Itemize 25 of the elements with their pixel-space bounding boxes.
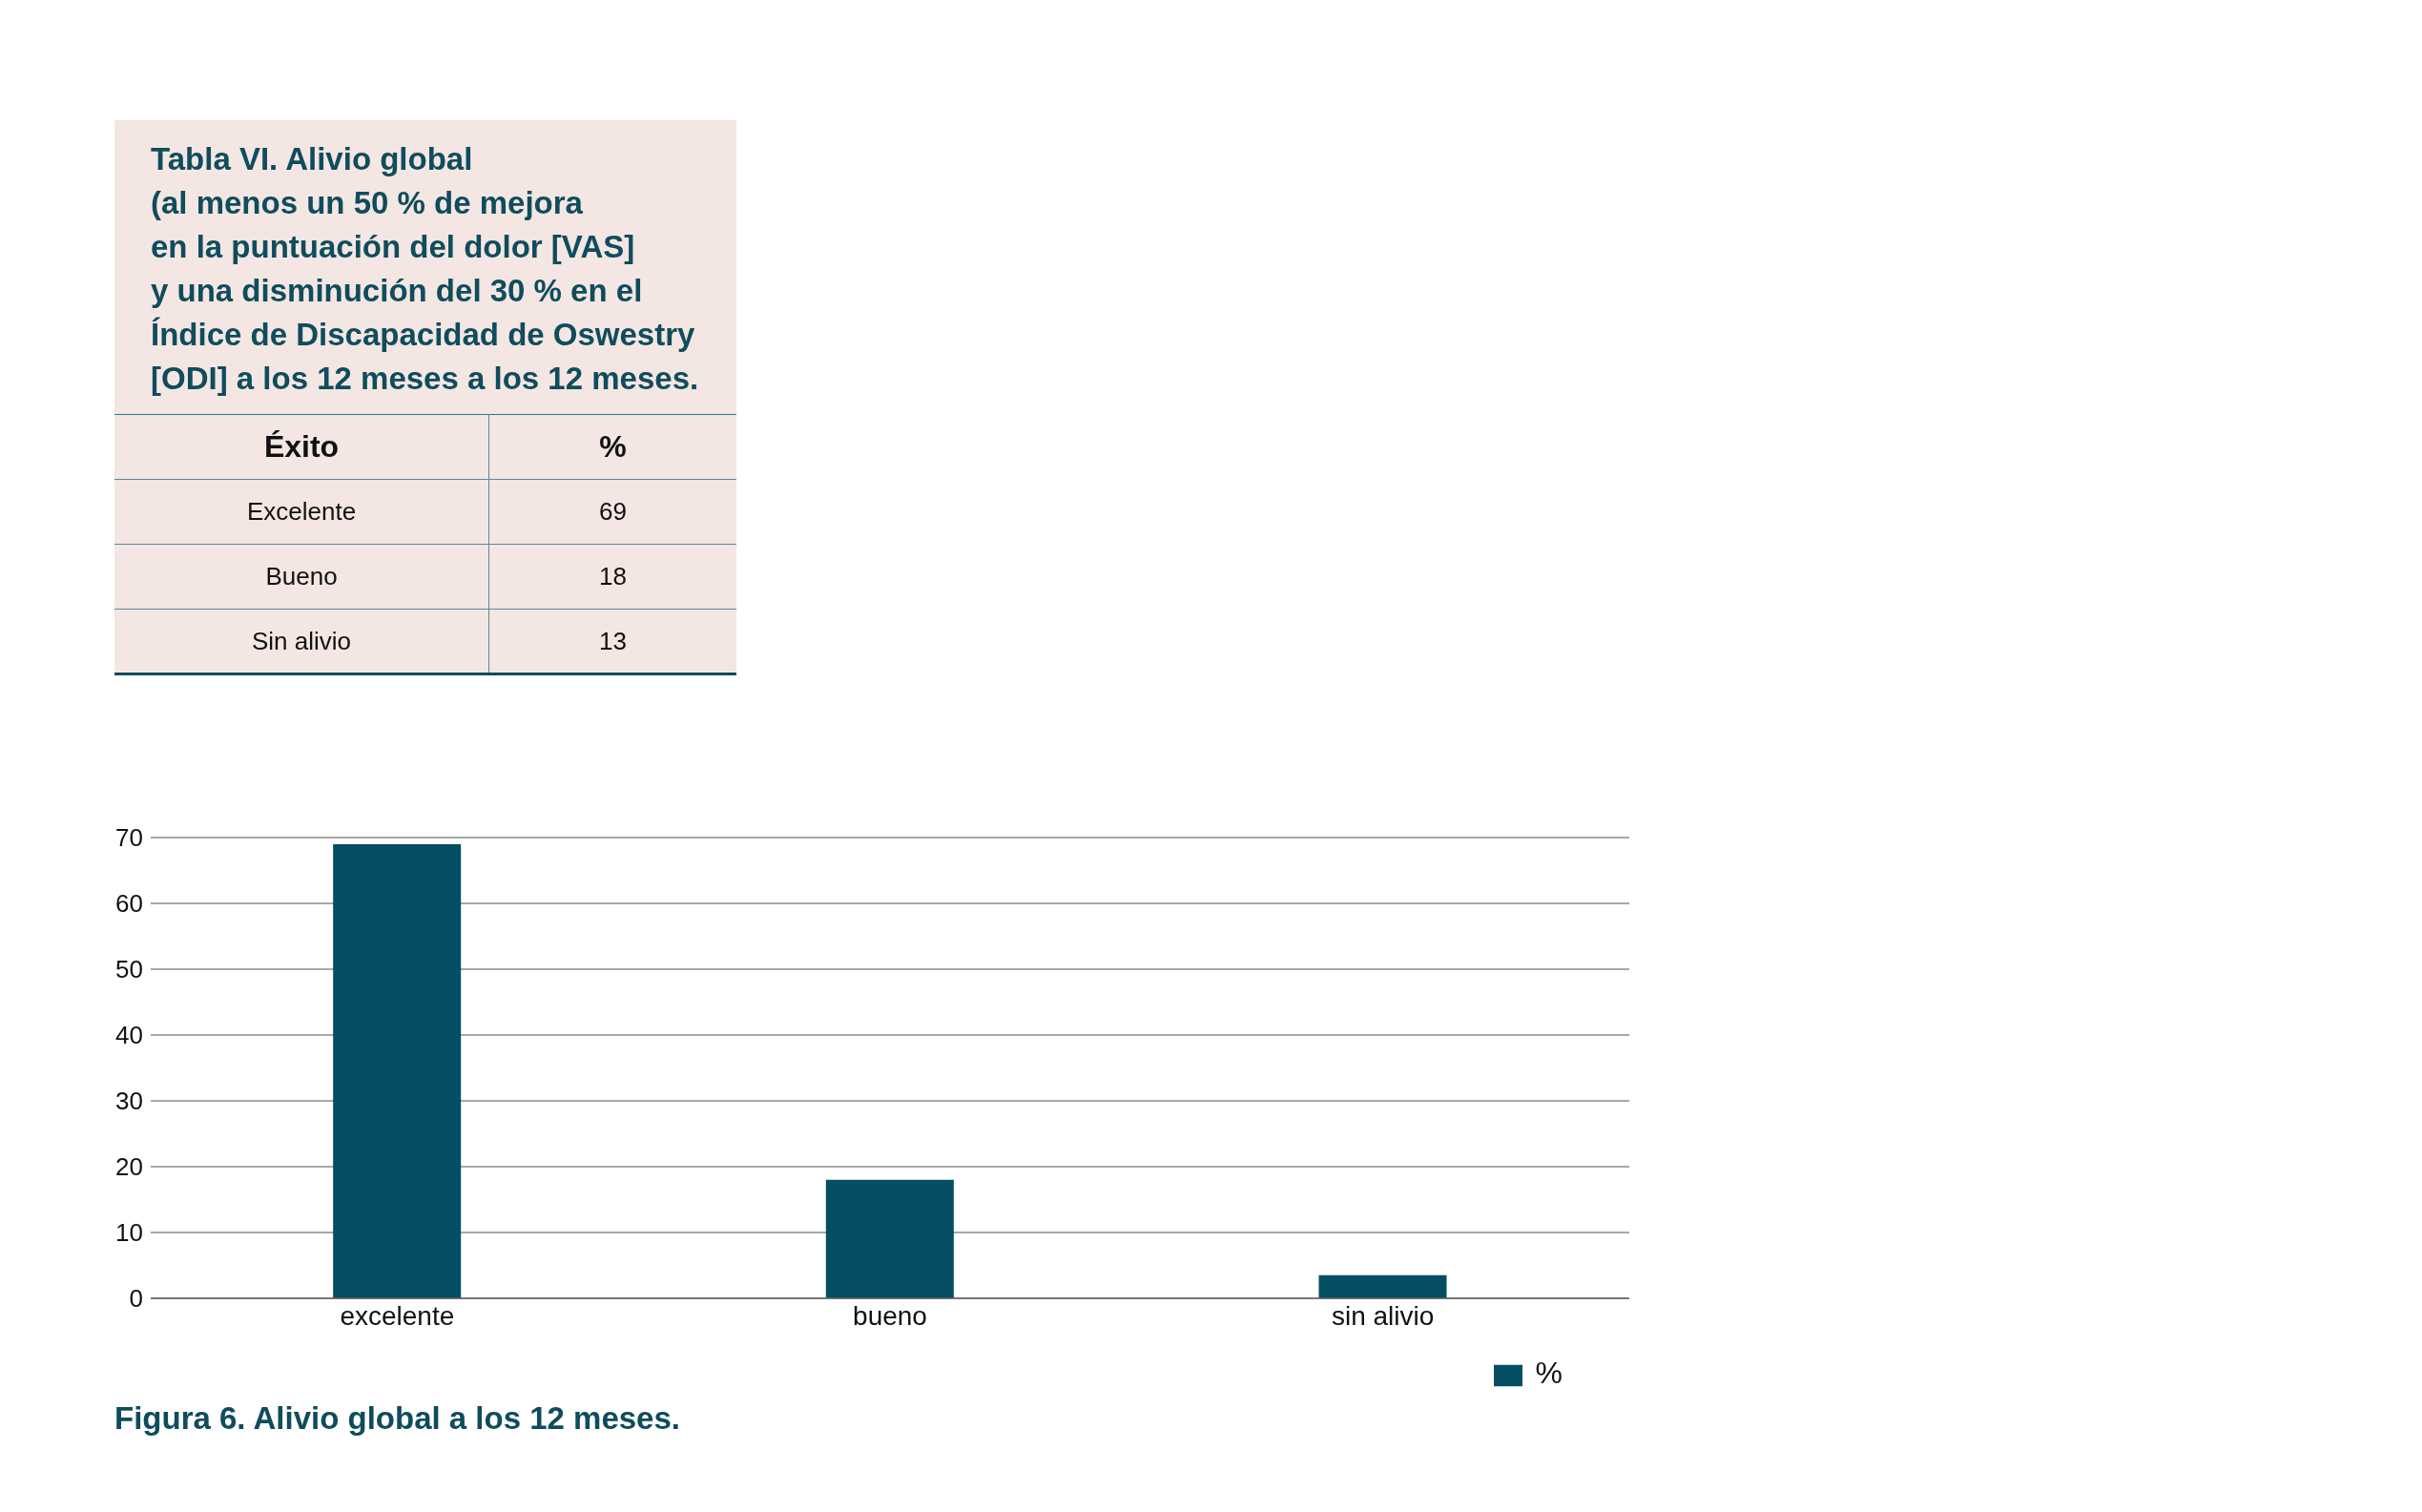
text: Bueno [264, 561, 339, 592]
y-tick-label: 40 [115, 1021, 143, 1050]
bar [1318, 1274, 1447, 1298]
y-tick-label: 10 [115, 1218, 143, 1248]
x-tick-label: sin alivio [1331, 1300, 1435, 1331]
y-tick-label: 60 [115, 889, 143, 919]
text: Excelente [245, 496, 358, 528]
y-tick-label: 50 [115, 955, 143, 984]
y-tick-label: 20 [115, 1152, 143, 1182]
legend-label: % [1535, 1356, 1563, 1390]
text: Figura 6. Alivio global a los 12 meses. [114, 1400, 681, 1437]
bar [825, 1179, 954, 1298]
text: Sin alivio [250, 625, 353, 657]
y-tick-label: 30 [115, 1087, 143, 1116]
text: 18 [488, 544, 736, 610]
x-tick-label: excelente [340, 1300, 455, 1331]
text: 69 [488, 479, 736, 545]
x-tick-label: bueno [853, 1300, 927, 1331]
text: 13 [488, 609, 736, 674]
text: Tabla VI. Alivio global (al menos un 50 % de mejora en la puntuación del dolor [VAS] y una disminución del 30 % en el Índice de Discapacidad de Oswestry [ODI] a los 12 meses a los 12 meses. [150, 140, 700, 398]
text: % [488, 414, 736, 480]
text: Éxito [262, 428, 341, 466]
y-tick-label: 0 [129, 1284, 143, 1314]
y-tick-label: 70 [115, 823, 143, 853]
bar [333, 843, 462, 1298]
